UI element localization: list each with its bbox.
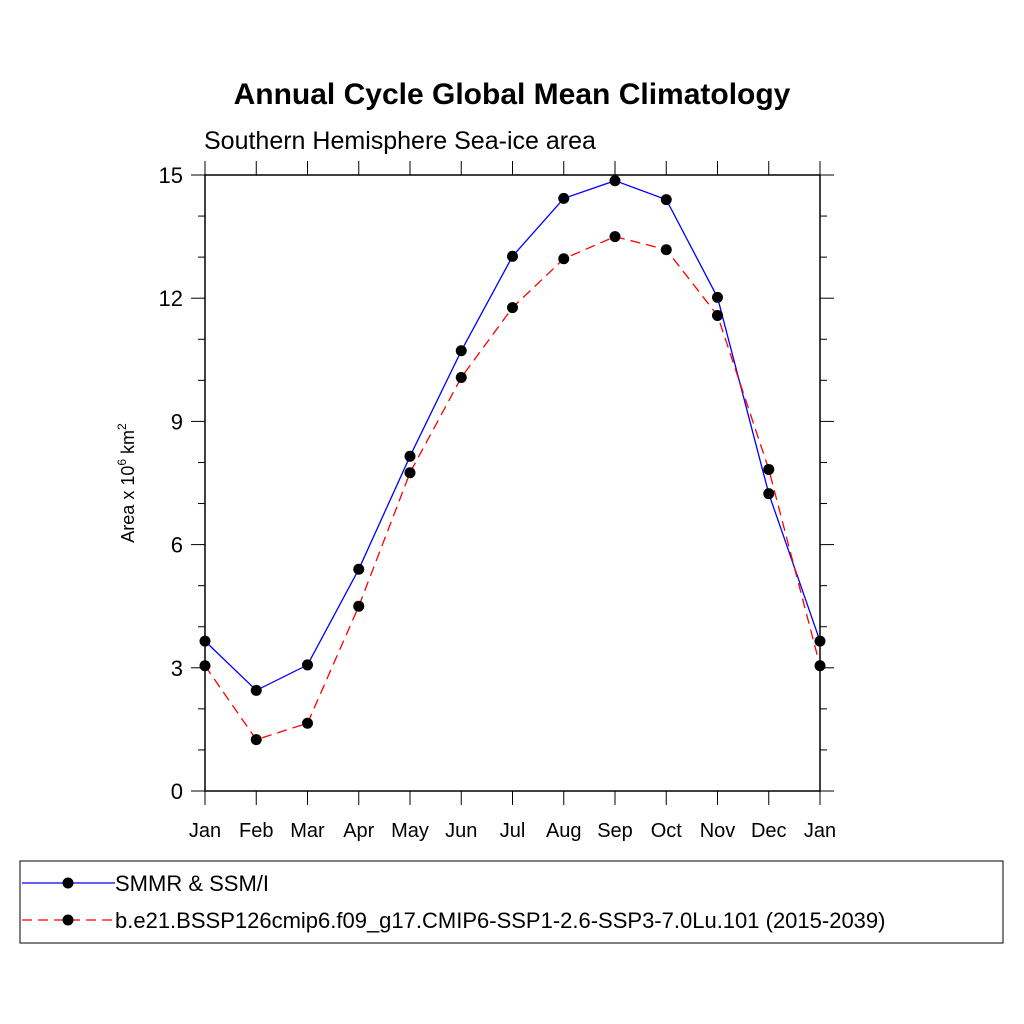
series-layer xyxy=(199,175,826,746)
data-point-s1 xyxy=(609,231,621,243)
data-point-s0 xyxy=(507,250,518,262)
x-tick-label: Jun xyxy=(445,820,477,842)
data-point-s0 xyxy=(404,450,416,462)
y-label-exp2: 2 xyxy=(115,423,129,430)
data-point-s1 xyxy=(507,302,518,314)
data-point-s0 xyxy=(609,175,621,187)
y-axis-label: Area x 106 km2 xyxy=(115,423,138,543)
data-point-s0 xyxy=(660,194,672,206)
legend-marker-0 xyxy=(62,877,74,889)
x-tick-label: Apr xyxy=(343,820,374,842)
plot-frame xyxy=(204,174,821,792)
data-point-s0 xyxy=(353,563,365,575)
x-tick-label: Nov xyxy=(700,820,736,842)
data-point-s0 xyxy=(199,635,211,647)
y-label-base: Area x 10 xyxy=(118,466,138,543)
data-point-s1 xyxy=(712,309,723,321)
data-point-s1 xyxy=(558,253,570,265)
x-tick-label: Mar xyxy=(290,820,325,842)
x-axis: Jan Feb Mar Apr May Jun Jul Aug Sep Oct Nov Dec Jan xyxy=(189,161,836,842)
legend: SMMR & SSM/I b.e21.BSSP126cmip6.f09_g17.… xyxy=(19,860,1004,944)
y-tick-label: 15 xyxy=(159,163,183,188)
data-point-s1 xyxy=(250,734,262,746)
legend-label-1: b.e21.BSSP126cmip6.f09_g17.CMIP6-SSP1-2.… xyxy=(115,908,885,933)
legend-box xyxy=(19,860,1004,944)
y-tick-label: 6 xyxy=(171,533,183,558)
data-point-s1 xyxy=(302,717,313,729)
data-point-s1 xyxy=(404,467,416,479)
y-tick-label: 12 xyxy=(159,286,183,311)
x-tick-label: Jul xyxy=(500,820,526,842)
y-tick-label: 9 xyxy=(171,409,183,434)
data-point-s1 xyxy=(814,660,826,672)
y-label-mid: km xyxy=(118,430,138,459)
x-tick-label: Dec xyxy=(751,820,787,842)
legend-marker-1 xyxy=(62,914,74,926)
y-label-exp1: 6 xyxy=(115,459,129,466)
chart-title: Annual Cycle Global Mean Climatology xyxy=(234,78,791,111)
x-tick-label: Oct xyxy=(651,820,683,842)
y-tick-label: 0 xyxy=(171,779,183,804)
x-tick-label: Feb xyxy=(239,820,273,842)
y-axis: 0 3 6 9 12 15 xyxy=(159,163,834,804)
chart-subtitle: Southern Hemisphere Sea-ice area xyxy=(204,127,596,155)
data-point-s1 xyxy=(763,463,775,475)
x-tick-label: May xyxy=(391,820,429,842)
data-point-s0 xyxy=(558,192,570,204)
x-tick-label: Sep xyxy=(597,820,633,842)
data-point-s0 xyxy=(250,684,262,696)
data-point-s1 xyxy=(455,371,467,383)
x-tick-label: Jan xyxy=(804,820,836,842)
legend-label-0: SMMR & SSM/I xyxy=(115,871,269,896)
data-point-s1 xyxy=(199,660,211,672)
y-tick-label: 3 xyxy=(171,656,183,681)
data-point-s0 xyxy=(814,635,826,647)
data-point-s0 xyxy=(763,488,775,500)
plot-area xyxy=(204,174,821,792)
data-point-s0 xyxy=(302,659,313,671)
data-point-s0 xyxy=(712,291,723,303)
data-point-s1 xyxy=(660,244,672,256)
x-tick-label: Jan xyxy=(189,820,221,842)
x-tick-label: Aug xyxy=(546,820,582,842)
data-point-s1 xyxy=(353,600,365,612)
data-point-s0 xyxy=(455,345,467,357)
